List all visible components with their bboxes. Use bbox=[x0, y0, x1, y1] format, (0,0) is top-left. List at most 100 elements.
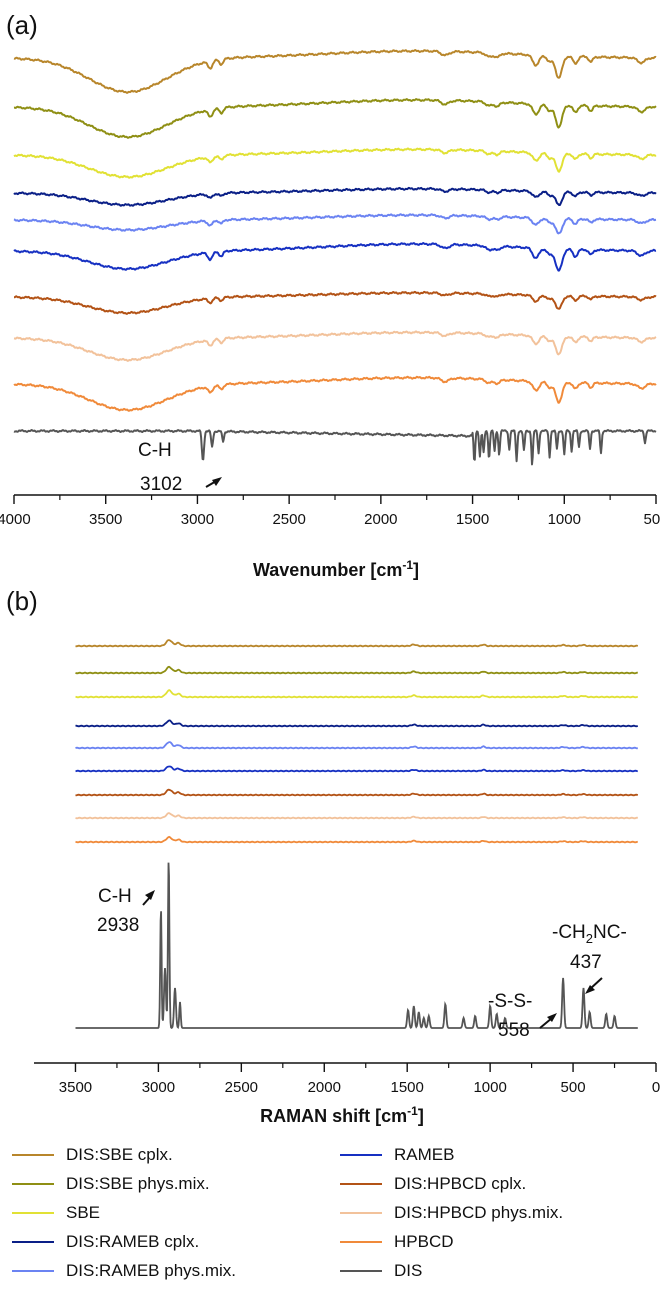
legend-swatch bbox=[340, 1154, 382, 1156]
ftir-trace-sbe bbox=[13, 147, 657, 179]
panel-a-tick-label: 2500 bbox=[272, 511, 305, 528]
panel-b-tick-label: 2500 bbox=[225, 1079, 258, 1096]
annotation-a-ch-arrowhead bbox=[212, 477, 222, 486]
panel-a: (a) 4000 3500 3000 2500 2000 1500 1000 500 Wave… bbox=[0, 10, 660, 580]
legend-label: DIS:SBE cplx. bbox=[66, 1145, 173, 1164]
raman-trace-dis-hpbcd-cplx bbox=[75, 788, 639, 797]
legend-swatch bbox=[340, 1183, 382, 1185]
ftir-trace-hpbcd bbox=[13, 375, 657, 412]
legend-label: DIS:HPBCD phys.mix. bbox=[394, 1203, 564, 1222]
panel-b-x-axis-title-end: ] bbox=[418, 1106, 424, 1126]
panel-a-tick-label: 500 bbox=[643, 511, 660, 528]
annotation-b-ss: -S-S- 558 bbox=[488, 991, 557, 1041]
ftir-trace-dis-rameb-cplx bbox=[13, 186, 657, 207]
legend-label: DIS bbox=[394, 1261, 423, 1280]
raman-trace-dis bbox=[75, 862, 638, 1030]
annotation-b-ch2nc-label-main: -CH bbox=[552, 922, 586, 943]
legend-label: DIS:RAMEB cplx. bbox=[66, 1232, 200, 1251]
legend-label: DIS:HPBCD cplx. bbox=[394, 1174, 527, 1193]
annotation-b-ch2nc-arrowhead bbox=[585, 985, 595, 994]
panel-b-tick-label: 1000 bbox=[473, 1079, 506, 1096]
panel-a-label: (a) bbox=[6, 10, 38, 40]
legend-item-dis-sbe-phys-mix: DIS:SBE phys.mix. bbox=[12, 1171, 210, 1197]
panel-b-x-axis-title-sup: -1 bbox=[407, 1104, 418, 1118]
panel-a-tick-label: 3000 bbox=[181, 511, 214, 528]
ftir-trace-dis-hpbcd-cplx bbox=[13, 290, 657, 315]
legend-swatch bbox=[12, 1270, 54, 1272]
panel-b-tick-label: 3000 bbox=[142, 1079, 175, 1096]
annotation-b-ch-value: 2938 bbox=[97, 915, 139, 936]
legend-item-dis-rameb-cplx: DIS:RAMEB cplx. bbox=[12, 1229, 199, 1255]
panel-a-tick-label: 3500 bbox=[89, 511, 122, 528]
panel-b-tick-label: 2000 bbox=[308, 1079, 341, 1096]
raman-trace-rameb bbox=[75, 765, 638, 773]
spectra-figure: (a) 4000350030002500200015001000500 Wave… bbox=[0, 10, 660, 1126]
panel-a-x-axis-title-end: ] bbox=[413, 560, 419, 580]
annotation-a-ch-value: 3102 bbox=[140, 474, 182, 495]
annotation-b-ch2nc: -CH2NC- 437 bbox=[552, 922, 627, 994]
legend-item-dis: DIS bbox=[340, 1258, 422, 1284]
panel-a-x-axis-title-sup: -1 bbox=[402, 558, 413, 572]
legend-swatch bbox=[340, 1212, 382, 1214]
ftir-trace-dis bbox=[13, 429, 657, 466]
annotation-b-ss-value: 558 bbox=[498, 1020, 530, 1041]
ftir-trace-dis-hpbcd-phys-mix bbox=[13, 330, 657, 362]
ftir-trace-dis-sbe-phys-mix bbox=[13, 98, 657, 139]
panel-b-series bbox=[75, 639, 639, 1030]
panel-a-tick-label: 4000 bbox=[0, 511, 31, 528]
legend-swatch bbox=[12, 1212, 54, 1214]
panel-b-tick-label: 1500 bbox=[391, 1079, 424, 1096]
annotation-b-ss-arrowhead bbox=[547, 1013, 557, 1022]
panel-b: (b) 3500 3000 2500 2000 1500 1000 500 0 RAMAN s… bbox=[6, 586, 660, 1126]
legend-label: HPBCD bbox=[394, 1232, 454, 1251]
legend-label: RAMEB bbox=[394, 1145, 455, 1164]
legend-label: DIS:RAMEB phys.mix. bbox=[66, 1261, 237, 1280]
raman-trace-dis-rameb-cplx bbox=[75, 719, 638, 728]
panel-a-x-axis-title: Wavenumber [cm-1] bbox=[253, 558, 419, 580]
raman-trace-dis-hpbcd-phys-mix bbox=[75, 812, 638, 820]
legend: DIS:SBE cplx. RAMEB DIS:SBE phys.mix. DIS:H… bbox=[0, 1138, 660, 1294]
panel-b-tick-label: 500 bbox=[561, 1079, 586, 1096]
legend-swatch bbox=[12, 1183, 54, 1185]
raman-trace-hpbcd bbox=[75, 835, 638, 844]
annotation-b-ch-arrowhead bbox=[145, 890, 155, 900]
panel-a-series bbox=[13, 49, 657, 466]
panel-b-label: (b) bbox=[6, 586, 38, 616]
raman-trace-sbe bbox=[75, 689, 639, 699]
legend-item-hpbcd: HPBCD bbox=[340, 1229, 454, 1255]
panel-a-tick-label: 1500 bbox=[456, 511, 489, 528]
raman-trace-dis-sbe-cplx bbox=[75, 639, 639, 648]
annotation-b-ch2nc-label: -CH2NC- bbox=[552, 922, 627, 946]
panel-b-x-axis-title: RAMAN shift [cm-1] bbox=[260, 1104, 424, 1126]
panel-b-x-axis-title-main: RAMAN shift [cm bbox=[260, 1106, 407, 1126]
legend-item-dis-hpbcd-cplx: DIS:HPBCD cplx. bbox=[340, 1171, 526, 1197]
panel-b-tick-label: 0 bbox=[652, 1079, 660, 1096]
raman-trace-dis-rameb-phys-mix bbox=[75, 741, 638, 750]
legend-label: DIS:SBE phys.mix. bbox=[66, 1174, 210, 1193]
ftir-trace-dis-sbe-cplx bbox=[13, 49, 657, 94]
legend-item-rameb: RAMEB bbox=[340, 1142, 454, 1168]
panel-a-x-axis: 4000 3500 3000 2500 2000 1500 1000 500 bbox=[0, 494, 660, 528]
annotation-b-ch2nc-value: 437 bbox=[570, 952, 602, 973]
panel-b-x-axis: 3500 3000 2500 2000 1500 1000 500 0 bbox=[34, 1062, 660, 1096]
panel-a-tick-label: 1000 bbox=[548, 511, 581, 528]
annotation-b-ss-label: -S-S- bbox=[488, 991, 532, 1012]
annotation-a-ch: C-H 3102 bbox=[138, 440, 222, 495]
legend-label: SBE bbox=[66, 1203, 101, 1222]
legend-swatch bbox=[12, 1154, 54, 1156]
panel-b-tick-label: 3500 bbox=[59, 1079, 92, 1096]
legend-swatch bbox=[12, 1241, 54, 1243]
annotation-b-ch: C-H 2938 bbox=[97, 886, 155, 936]
legend-item-dis-sbe-cplx: DIS:SBE cplx. bbox=[12, 1142, 173, 1168]
legend-swatch bbox=[340, 1270, 382, 1272]
legend-item-dis-hpbcd-phys-mix: DIS:HPBCD phys.mix. bbox=[340, 1200, 563, 1226]
ftir-trace-rameb bbox=[13, 242, 657, 272]
ftir-trace-dis-rameb-phys-mix bbox=[13, 213, 657, 235]
annotation-b-ch2nc-label-sub: 2 bbox=[586, 931, 593, 946]
annotation-a-ch-label: C-H bbox=[138, 440, 172, 461]
panel-a-x-axis-title-main: Wavenumber [cm bbox=[253, 560, 402, 580]
panel-a-tick-label: 2000 bbox=[364, 511, 397, 528]
raman-trace-dis-sbe-phys-mix bbox=[75, 665, 638, 675]
legend-item-sbe: SBE bbox=[12, 1200, 100, 1226]
annotation-b-ch2nc-label-end: NC- bbox=[593, 922, 627, 943]
